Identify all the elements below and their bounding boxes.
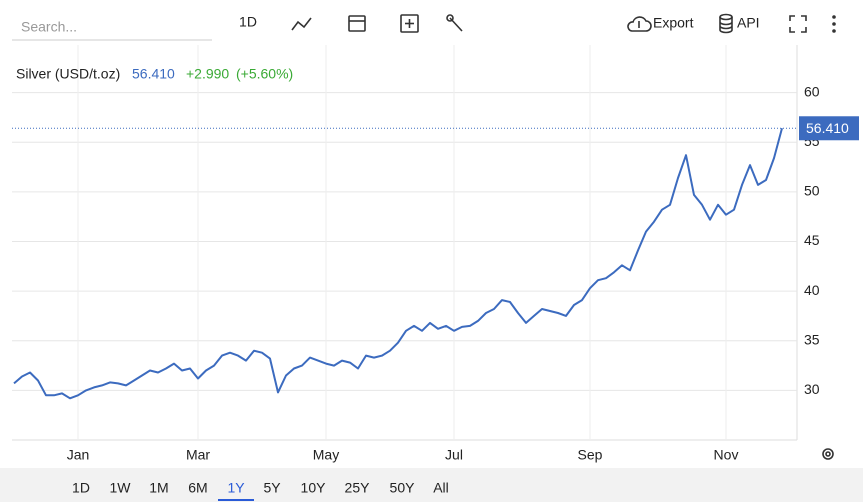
y-tick-label: 35	[804, 331, 820, 347]
last-price-label: 56.410	[806, 120, 849, 136]
y-tick-label: 30	[804, 381, 820, 397]
range-button[interactable]: 1D	[72, 480, 90, 496]
change: +2.990	[186, 66, 229, 82]
add-indicator-icon[interactable]	[400, 14, 419, 33]
range-bar	[0, 468, 863, 502]
search-input[interactable]: Search...	[21, 19, 77, 35]
range-buttons: 1D 1W 1M 6M 1Y 5Y 10Y 25Y 50Y All	[72, 480, 449, 501]
y-tick-label: 50	[804, 183, 820, 199]
x-tick-label: Mar	[186, 447, 210, 463]
chart-type-icon[interactable]	[291, 17, 312, 31]
interval-button[interactable]: 1D	[239, 14, 257, 30]
settings-tool-icon[interactable]	[446, 14, 463, 32]
range-button[interactable]: 1W	[110, 480, 132, 496]
range-button[interactable]: 1M	[149, 480, 168, 496]
range-button[interactable]: 1Y	[227, 480, 245, 496]
last-value: 56.410	[132, 66, 175, 82]
y-tick-label: 60	[804, 83, 820, 99]
range-button[interactable]: 50Y	[390, 480, 416, 496]
change-percent: (+5.60%)	[236, 66, 293, 82]
series-title: Silver (USD/t.oz)	[16, 66, 120, 82]
export-icon[interactable]	[627, 16, 652, 32]
export-button[interactable]: Export	[653, 15, 694, 31]
price-line	[13, 128, 783, 400]
x-tick-label: May	[313, 447, 339, 463]
range-button[interactable]: All	[433, 480, 449, 496]
fullscreen-icon[interactable]	[789, 15, 807, 33]
api-icon[interactable]	[719, 13, 733, 34]
range-button[interactable]: 10Y	[301, 480, 327, 496]
x-tick-label: Sep	[578, 447, 603, 463]
x-tick-label: Jul	[445, 447, 463, 463]
menu-icon[interactable]	[832, 15, 836, 33]
range-button[interactable]: 5Y	[263, 480, 281, 496]
x-tick-label: Jan	[67, 447, 90, 463]
y-tick-label: 40	[804, 282, 820, 298]
last-price-badge	[799, 116, 859, 141]
api-button[interactable]: API	[737, 15, 760, 31]
chart-settings-icon[interactable]	[822, 448, 834, 460]
x-tick-label: Nov	[714, 447, 739, 463]
calendar-icon[interactable]	[348, 15, 366, 32]
y-tick-label: 45	[804, 232, 820, 248]
range-button[interactable]: 25Y	[345, 480, 371, 496]
range-button[interactable]: 6M	[188, 480, 207, 496]
